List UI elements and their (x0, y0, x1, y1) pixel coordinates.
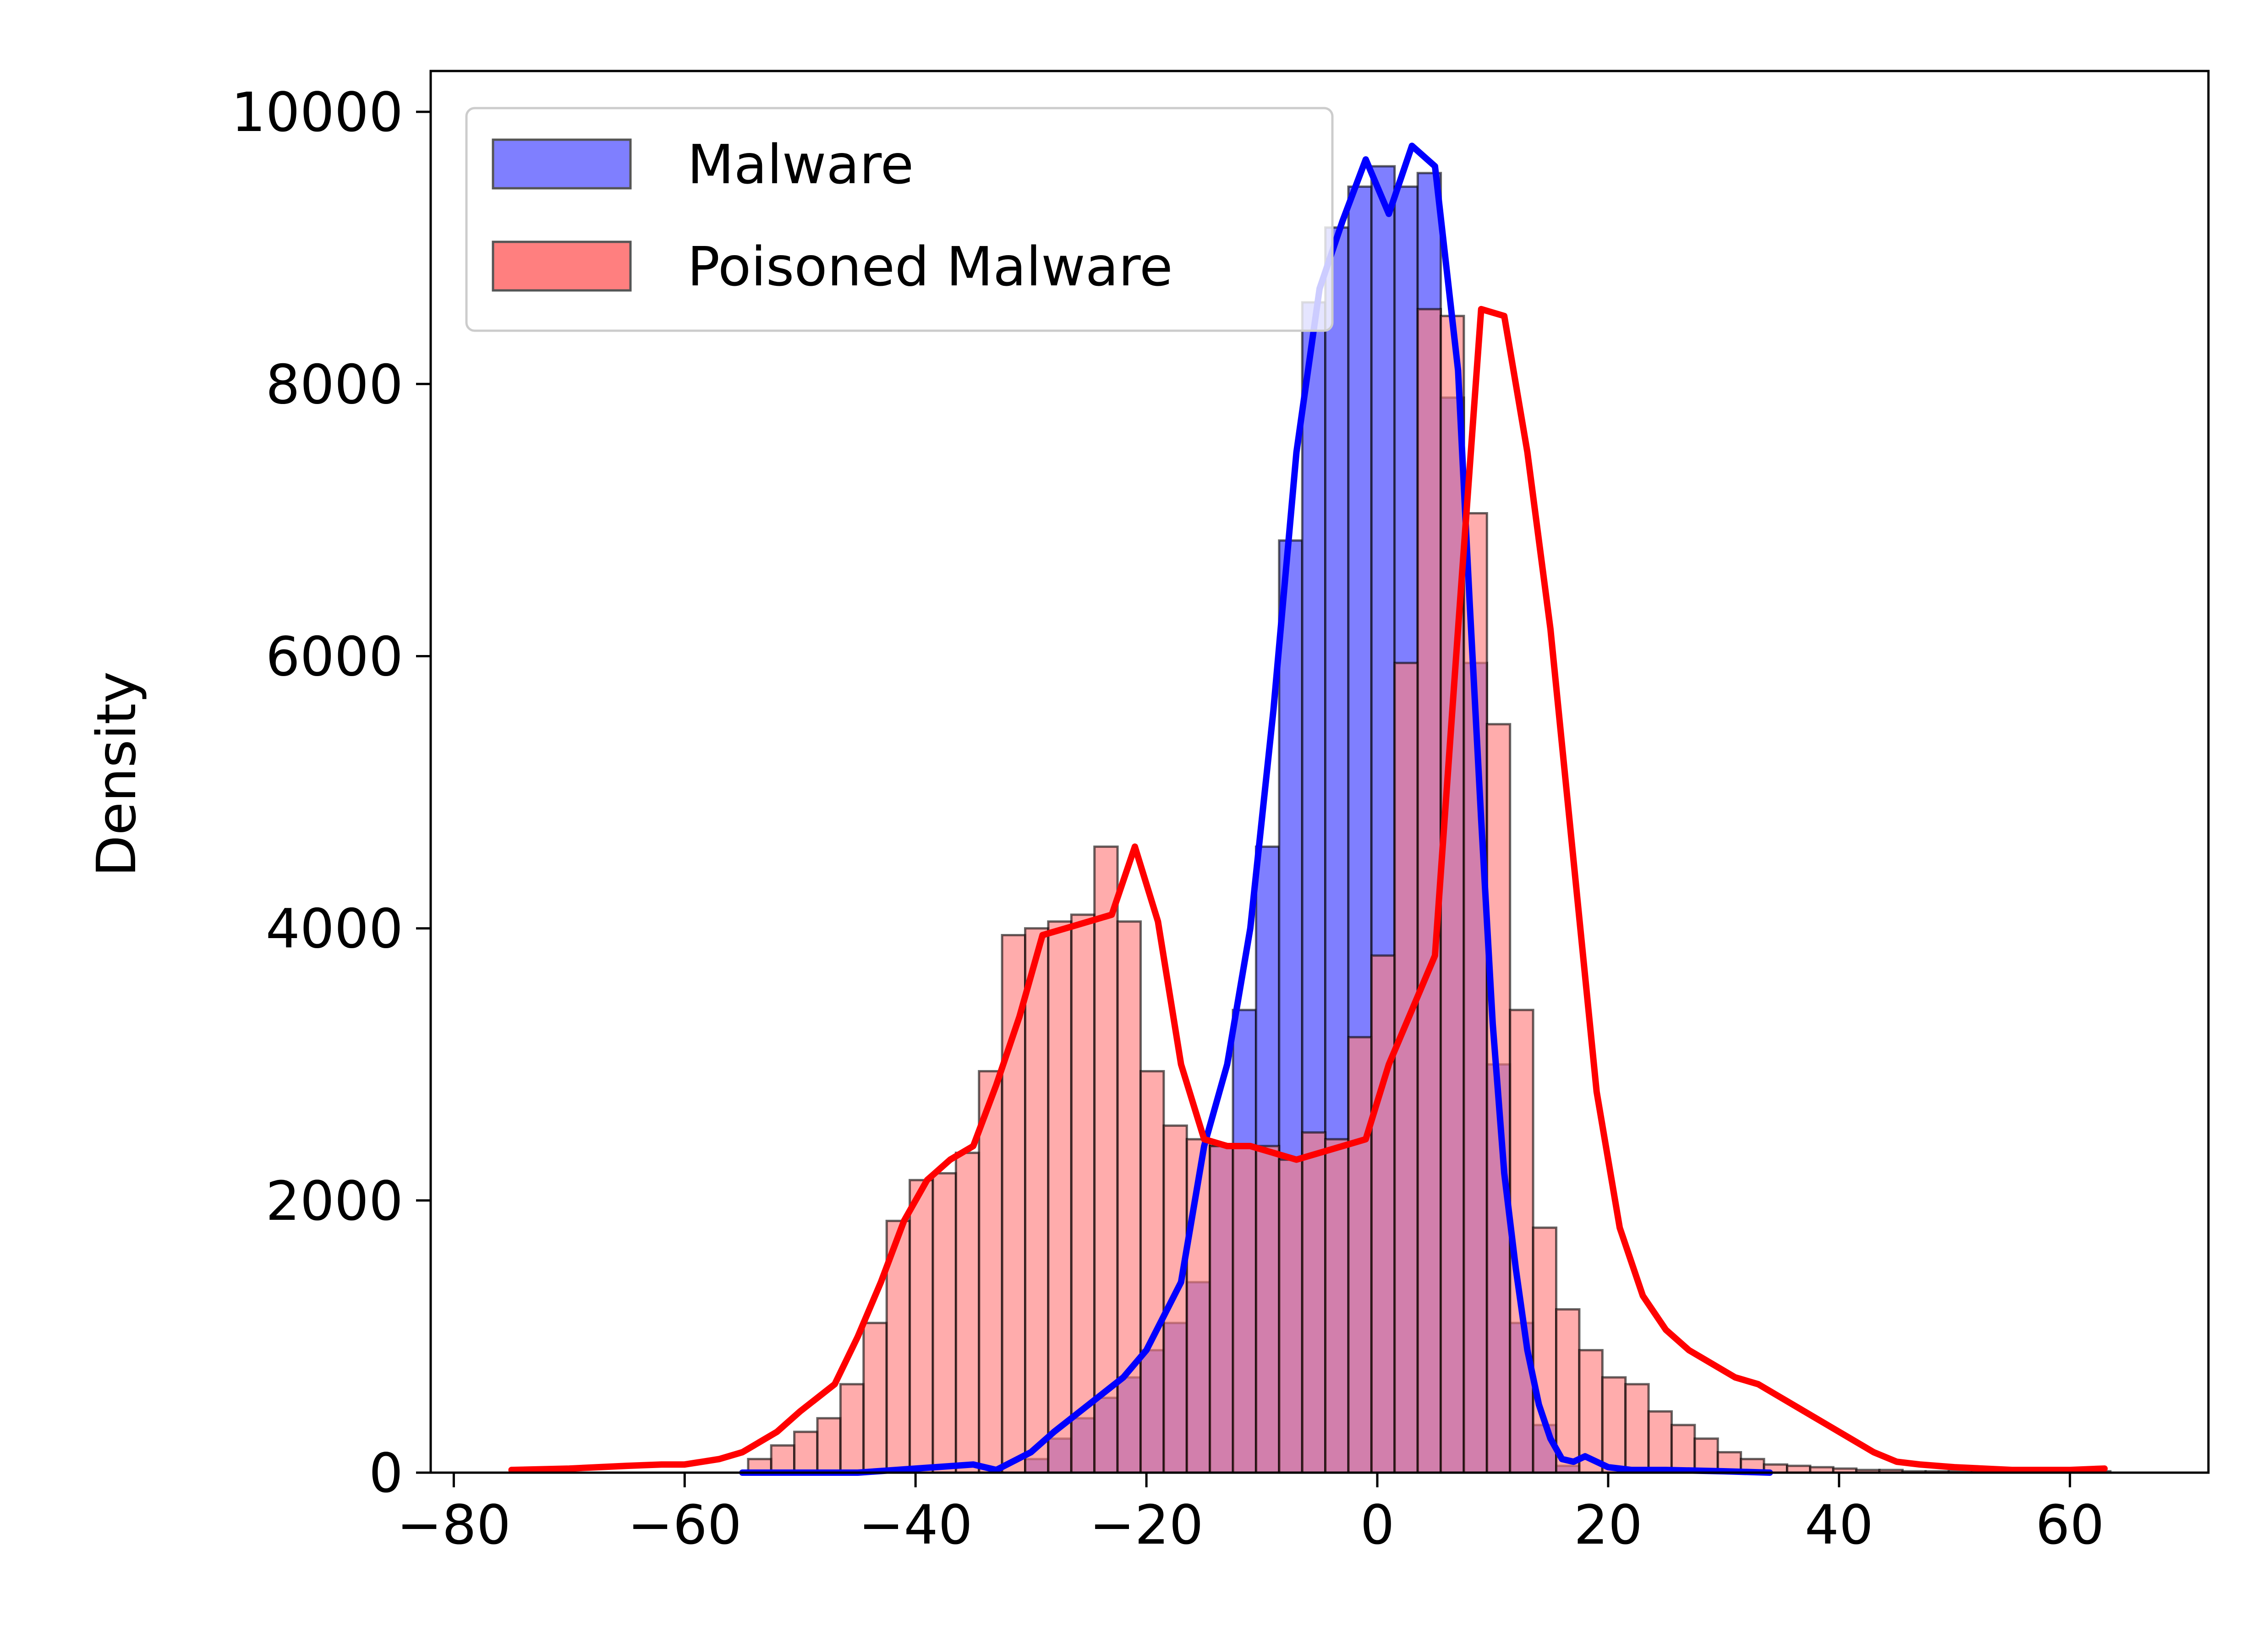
poisoned-malware-bar (1670, 1424, 1696, 1474)
poisoned-malware-bar (1070, 913, 1096, 1474)
x-tick-label: 40 (1805, 1493, 1874, 1556)
legend-label-poisoned-malware: Poisoned Malware (687, 235, 1173, 298)
poisoned-malware-bar (1324, 1138, 1350, 1474)
poisoned-malware-bar (1278, 1158, 1304, 1474)
legend-label-malware: Malware (687, 133, 914, 196)
poisoned-malware-bar (1255, 1145, 1281, 1474)
y-tick-label: 10000 (231, 81, 403, 144)
x-tick-label: −60 (628, 1493, 742, 1556)
plot-frame (429, 70, 2210, 1474)
poisoned-malware-bar (1024, 927, 1050, 1474)
poisoned-malware-bar (978, 1070, 1003, 1474)
poisoned-malware-bar (1532, 1226, 1558, 1474)
poisoned-malware-bar (1624, 1383, 1650, 1474)
y-tick-label: 8000 (266, 353, 403, 416)
poisoned-malware-bar (1047, 920, 1073, 1474)
poisoned-malware-bar (954, 1152, 981, 1474)
poisoned-malware-bar (1093, 845, 1119, 1474)
x-tick-label: −20 (1090, 1493, 1204, 1556)
poisoned-malware-bar (1116, 920, 1142, 1474)
poisoned-malware-bar (793, 1431, 819, 1474)
poisoned-malware-bar (1232, 1145, 1257, 1474)
poisoned-malware-bar (1647, 1410, 1673, 1474)
poisoned-malware-kde-line (508, 306, 2108, 1474)
poisoned-malware-bar (909, 1179, 934, 1474)
legend-swatch-malware (492, 138, 632, 190)
poisoned-malware-bar (1162, 1124, 1188, 1474)
legend-swatch-poisoned-malware (492, 240, 632, 292)
y-tick-label: 4000 (266, 897, 403, 961)
kde-lines (508, 142, 2108, 1476)
x-axis: −80 −60 −40 −20 0 20 40 60 (397, 1473, 2104, 1556)
poisoned-malware-bar (1139, 1070, 1165, 1474)
x-tick-label: −40 (859, 1493, 973, 1556)
y-axis-label: Density (85, 672, 148, 877)
poisoned-malware-bar (839, 1383, 865, 1474)
poisoned-malware-bar (862, 1321, 888, 1474)
y-tick-label: 0 (369, 1442, 403, 1505)
poisoned-malware-bar (1301, 1131, 1327, 1474)
poisoned-malware-bar (1370, 954, 1396, 1474)
poisoned-malware-bar (1347, 1036, 1373, 1474)
poisoned-malware-bar (1440, 315, 1465, 1474)
poisoned-malware-bar (1555, 1308, 1581, 1474)
poisoned-malware-bar (816, 1417, 842, 1474)
poisoned-malware-bar (1601, 1376, 1627, 1474)
poisoned-malware-bar (1416, 308, 1442, 1474)
malware-kde-line (739, 142, 1773, 1476)
x-tick-label: 20 (1574, 1493, 1643, 1556)
poisoned-malware-bar (931, 1172, 957, 1474)
legend: Malware Poisoned Malware (465, 107, 1334, 332)
x-tick-label: 0 (1360, 1493, 1394, 1556)
y-tick-label: 2000 (266, 1169, 403, 1233)
x-tick-label: 60 (2036, 1493, 2104, 1556)
poisoned-malware-bar (770, 1444, 796, 1474)
poisoned-malware-bar (1209, 1145, 1234, 1474)
y-tick-label: 6000 (266, 625, 403, 688)
legend-frame (465, 107, 1334, 332)
poisoned-malware-bar (1393, 661, 1419, 1474)
x-tick-label: −80 (397, 1493, 511, 1556)
y-axis: 0 2000 4000 6000 8000 10000 (231, 81, 431, 1505)
